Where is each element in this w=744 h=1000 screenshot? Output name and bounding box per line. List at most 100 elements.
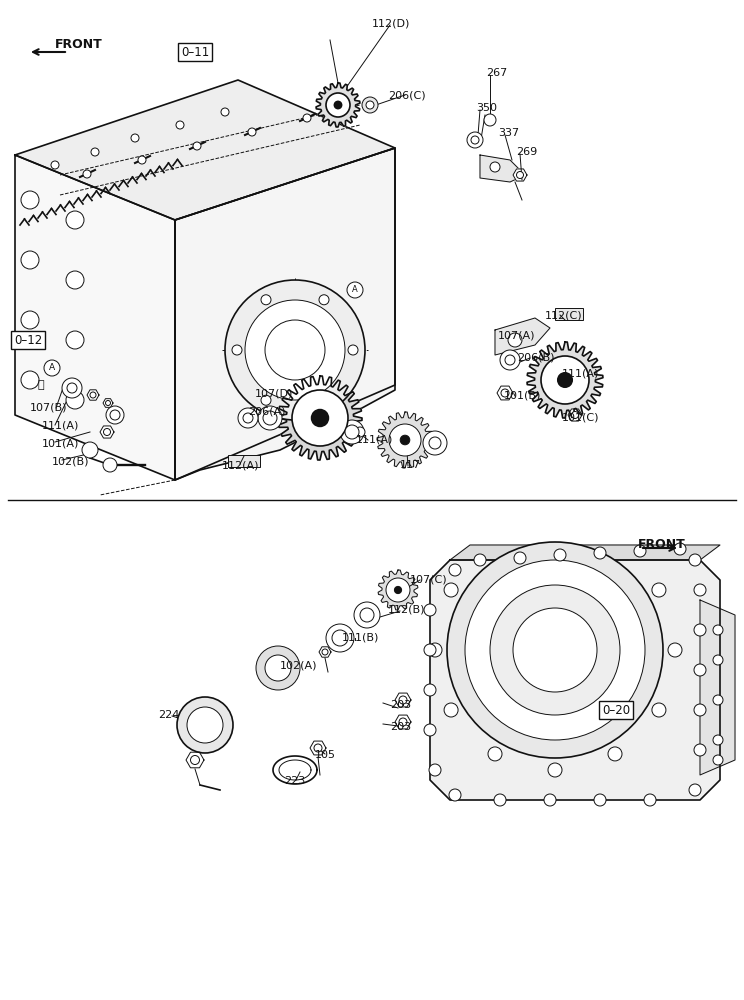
Text: 206(A): 206(A) [248, 406, 286, 416]
Polygon shape [450, 545, 720, 560]
Polygon shape [175, 148, 395, 480]
Text: 206(C): 206(C) [388, 90, 426, 100]
Text: 0–11: 0–11 [181, 45, 209, 58]
Bar [228, 455, 260, 467]
Text: A: A [49, 363, 55, 372]
Polygon shape [316, 83, 360, 127]
Circle shape [334, 101, 341, 109]
Circle shape [634, 545, 646, 557]
Circle shape [263, 411, 277, 425]
Polygon shape [700, 600, 735, 775]
Text: 102(A): 102(A) [280, 660, 318, 670]
Circle shape [225, 280, 365, 420]
Circle shape [571, 412, 579, 418]
Circle shape [354, 602, 380, 628]
Polygon shape [480, 155, 525, 182]
Circle shape [82, 442, 98, 458]
Circle shape [90, 392, 96, 398]
Polygon shape [495, 318, 550, 355]
Circle shape [326, 624, 354, 652]
Text: 0–12: 0–12 [14, 334, 42, 347]
Circle shape [652, 583, 666, 597]
Text: 112(B): 112(B) [388, 605, 426, 615]
Text: 350: 350 [476, 103, 497, 113]
Polygon shape [100, 426, 114, 438]
Polygon shape [497, 386, 513, 400]
Text: 102(B): 102(B) [52, 457, 89, 467]
Circle shape [513, 608, 597, 692]
Bar [555, 308, 583, 320]
Circle shape [644, 794, 656, 806]
Text: Ⓐ: Ⓐ [38, 380, 45, 390]
Text: FRONT: FRONT [638, 538, 686, 551]
Circle shape [193, 142, 201, 150]
Circle shape [66, 271, 84, 289]
Circle shape [465, 560, 645, 740]
Text: 112(A): 112(A) [222, 460, 260, 470]
Polygon shape [513, 169, 527, 181]
Circle shape [345, 425, 359, 439]
Circle shape [261, 295, 271, 305]
Circle shape [319, 395, 329, 405]
Circle shape [258, 406, 282, 430]
Circle shape [444, 703, 458, 717]
Circle shape [713, 655, 723, 665]
Polygon shape [395, 715, 411, 729]
Circle shape [232, 345, 242, 355]
Circle shape [694, 584, 706, 596]
Text: 269: 269 [516, 147, 537, 157]
Circle shape [516, 172, 524, 178]
Polygon shape [378, 570, 418, 610]
Text: 107(C): 107(C) [410, 575, 448, 585]
Circle shape [332, 630, 348, 646]
Circle shape [689, 554, 701, 566]
Circle shape [303, 114, 311, 122]
Circle shape [558, 373, 572, 387]
Circle shape [424, 644, 436, 656]
Circle shape [366, 101, 374, 109]
Circle shape [238, 408, 258, 428]
Circle shape [190, 756, 199, 764]
Circle shape [138, 156, 146, 164]
Circle shape [490, 585, 620, 715]
Text: 107(D): 107(D) [255, 388, 293, 398]
Circle shape [694, 664, 706, 676]
Polygon shape [15, 80, 395, 220]
Text: 105: 105 [315, 750, 336, 760]
Circle shape [110, 410, 120, 420]
Circle shape [424, 724, 436, 736]
Polygon shape [186, 752, 204, 768]
Text: 111(B): 111(B) [342, 633, 379, 643]
Circle shape [467, 132, 483, 148]
Circle shape [103, 428, 111, 436]
Text: 203: 203 [390, 700, 411, 710]
Circle shape [176, 121, 184, 129]
Text: 0–20: 0–20 [602, 704, 630, 716]
Text: 112(D): 112(D) [372, 18, 411, 28]
Circle shape [103, 458, 117, 472]
Circle shape [362, 97, 378, 113]
Circle shape [340, 420, 364, 444]
Text: 111(A): 111(A) [42, 421, 80, 431]
Circle shape [265, 655, 291, 681]
Circle shape [424, 604, 436, 616]
Circle shape [713, 625, 723, 635]
Text: 111(A): 111(A) [356, 434, 394, 444]
Circle shape [261, 395, 271, 405]
Circle shape [424, 684, 436, 696]
Polygon shape [568, 409, 582, 421]
Text: 111(A): 111(A) [562, 368, 600, 378]
Text: 337: 337 [498, 128, 519, 138]
Circle shape [541, 356, 589, 404]
Circle shape [394, 586, 402, 594]
Circle shape [386, 578, 410, 602]
Circle shape [187, 707, 223, 743]
Circle shape [360, 608, 374, 622]
Text: 107(A): 107(A) [498, 330, 536, 340]
Circle shape [314, 744, 322, 752]
Circle shape [91, 148, 99, 156]
Circle shape [106, 406, 124, 424]
Circle shape [319, 295, 329, 305]
Circle shape [494, 794, 506, 806]
Circle shape [355, 427, 365, 437]
